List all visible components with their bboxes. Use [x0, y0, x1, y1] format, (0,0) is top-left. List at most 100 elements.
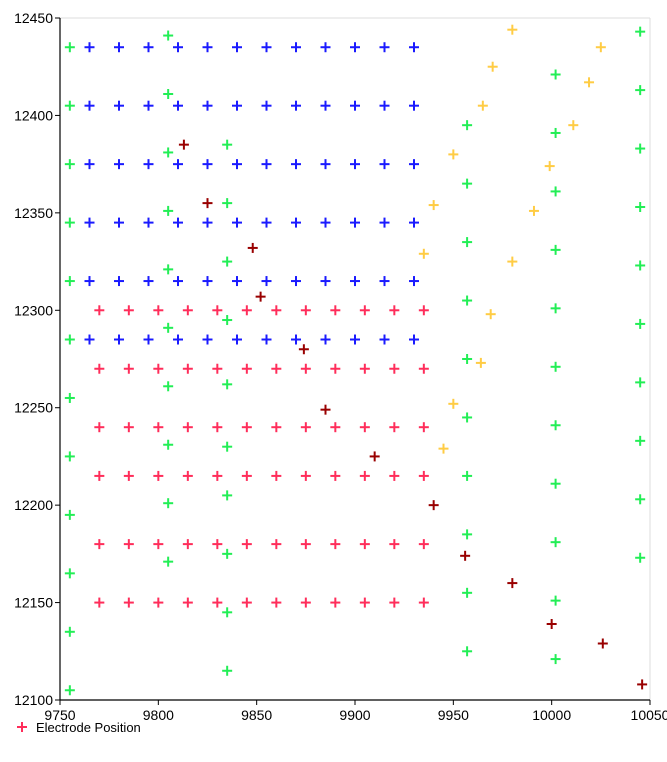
- data-point-green: [462, 120, 473, 131]
- data-point-red: [182, 363, 193, 374]
- data-point-red: [359, 470, 370, 481]
- data-point-green: [163, 264, 174, 275]
- data-point-blue: [232, 217, 242, 228]
- data-point-blue: [202, 159, 213, 170]
- y-tick-label: 12200: [14, 497, 53, 513]
- data-point-darkred: [546, 619, 557, 630]
- data-point-blue: [261, 276, 272, 287]
- data-point-red: [330, 305, 341, 316]
- data-point-red: [359, 305, 370, 316]
- data-point-blue: [114, 42, 124, 53]
- data-point-green: [635, 494, 646, 505]
- data-point-red: [359, 422, 370, 433]
- data-point-red: [389, 470, 400, 481]
- data-point-green: [550, 478, 561, 489]
- data-point-green: [64, 626, 75, 637]
- data-point-blue: [379, 276, 390, 287]
- data-point-red: [271, 470, 282, 481]
- data-point-green: [64, 451, 75, 462]
- data-point-red: [182, 597, 193, 608]
- data-point-blue: [143, 100, 154, 111]
- data-point-red: [94, 363, 105, 374]
- data-point-darkred: [428, 500, 439, 511]
- data-point-blue: [143, 217, 154, 228]
- data-point-blue: [350, 334, 360, 345]
- data-point-blue: [84, 42, 95, 53]
- data-point-blue: [379, 159, 390, 170]
- data-point-red: [418, 422, 429, 433]
- data-point-red: [389, 597, 400, 608]
- data-point-blue: [261, 100, 272, 111]
- legend: Electrode Position: [17, 720, 141, 735]
- x-tick-label: 10050: [631, 707, 667, 723]
- data-point-green: [635, 552, 646, 563]
- data-point-green: [635, 377, 646, 388]
- data-point-red: [389, 539, 400, 550]
- data-point-green: [462, 178, 473, 189]
- data-point-red: [389, 422, 400, 433]
- data-point-blue: [320, 100, 331, 111]
- plot-marks: [64, 24, 648, 696]
- data-point-red: [241, 597, 252, 608]
- data-point-yellow: [528, 205, 539, 216]
- legend-marker: [17, 722, 27, 732]
- data-point-yellow: [428, 200, 439, 211]
- data-point-green: [222, 379, 233, 390]
- data-point-green: [635, 435, 646, 446]
- data-point-blue: [320, 276, 331, 287]
- data-point-green: [64, 392, 75, 403]
- data-point-green: [163, 498, 174, 509]
- data-point-red: [182, 305, 193, 316]
- data-point-red: [123, 470, 134, 481]
- y-tick-label: 12350: [14, 205, 53, 221]
- data-point-red: [212, 597, 223, 608]
- data-point-red: [123, 597, 134, 608]
- data-point-blue: [202, 334, 213, 345]
- data-point-blue: [114, 100, 124, 111]
- data-point-green: [64, 100, 75, 111]
- data-point-blue: [350, 217, 360, 228]
- data-point-red: [330, 539, 341, 550]
- data-point-darkred: [460, 550, 471, 561]
- data-point-blue: [173, 159, 183, 170]
- data-point-blue: [84, 276, 95, 287]
- data-point-green: [462, 470, 473, 481]
- data-point-green: [462, 295, 473, 306]
- data-point-blue: [84, 159, 95, 170]
- data-point-green: [163, 30, 174, 41]
- x-tick-label: 9850: [241, 707, 272, 723]
- data-point-green: [462, 587, 473, 598]
- data-point-blue: [114, 276, 124, 287]
- data-point-red: [418, 597, 429, 608]
- data-point-red: [271, 539, 282, 550]
- data-point-red: [94, 422, 105, 433]
- data-point-green: [64, 568, 75, 579]
- data-point-red: [300, 363, 311, 374]
- data-point-red: [300, 305, 311, 316]
- data-point-red: [418, 470, 429, 481]
- data-point-blue: [291, 42, 301, 53]
- data-point-green: [222, 441, 233, 452]
- data-point-yellow: [448, 398, 459, 409]
- data-point-green: [163, 205, 174, 216]
- data-point-red: [271, 363, 282, 374]
- data-point-blue: [409, 159, 419, 170]
- data-point-yellow: [477, 100, 488, 111]
- data-point-red: [153, 422, 164, 433]
- data-point-blue: [379, 100, 390, 111]
- data-point-green: [222, 139, 233, 150]
- data-point-red: [153, 470, 164, 481]
- data-point-red: [94, 539, 105, 550]
- data-point-green: [163, 88, 174, 99]
- data-point-darkred: [597, 638, 608, 649]
- data-point-green: [222, 665, 233, 676]
- data-point-blue: [173, 217, 183, 228]
- data-point-red: [123, 363, 134, 374]
- data-point-green: [64, 159, 75, 170]
- data-point-red: [123, 305, 134, 316]
- data-point-green: [550, 303, 561, 314]
- data-point-green: [64, 42, 75, 53]
- data-point-green: [64, 685, 75, 696]
- data-point-red: [241, 422, 252, 433]
- data-point-darkred: [255, 291, 266, 302]
